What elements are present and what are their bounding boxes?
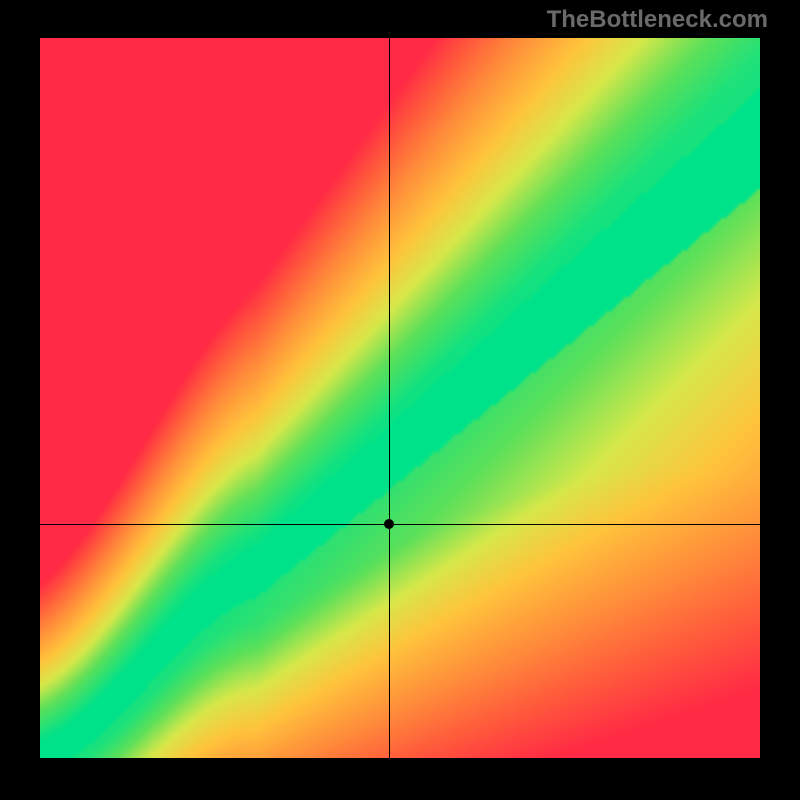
crosshair-horizontal (40, 524, 760, 525)
chart-container: TheBottleneck.com (0, 0, 800, 800)
data-point-marker (384, 519, 394, 529)
crosshair-vertical (389, 38, 390, 758)
heatmap-plot (40, 38, 760, 758)
watermark-text: TheBottleneck.com (547, 6, 768, 34)
heatmap-canvas (40, 38, 760, 758)
